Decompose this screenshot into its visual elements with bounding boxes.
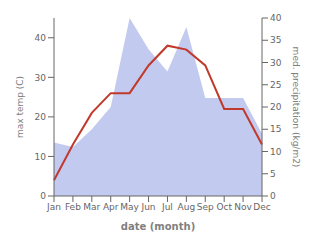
- svg-text:Feb: Feb: [65, 202, 81, 212]
- svg-text:5: 5: [270, 169, 276, 179]
- svg-text:0: 0: [270, 191, 276, 201]
- svg-text:date (month): date (month): [121, 221, 195, 232]
- svg-text:Jan: Jan: [46, 202, 61, 212]
- svg-text:20: 20: [35, 112, 47, 122]
- svg-text:40: 40: [270, 13, 282, 23]
- svg-text:May: May: [120, 202, 139, 212]
- svg-text:25: 25: [270, 80, 281, 90]
- svg-text:max temp (C): max temp (C): [15, 76, 25, 138]
- svg-text:Aug: Aug: [178, 202, 196, 212]
- svg-text:30: 30: [270, 58, 282, 68]
- svg-text:Oct: Oct: [216, 202, 232, 212]
- svg-text:Sep: Sep: [197, 202, 214, 212]
- svg-text:20: 20: [270, 102, 282, 112]
- svg-text:40: 40: [35, 33, 47, 43]
- svg-text:med. precipitation (kg/m2): med. precipitation (kg/m2): [291, 47, 301, 168]
- svg-text:Apr: Apr: [103, 202, 119, 212]
- svg-text:Dec: Dec: [253, 202, 270, 212]
- svg-text:35: 35: [270, 35, 281, 45]
- svg-text:Jun: Jun: [141, 202, 156, 212]
- svg-text:Mar: Mar: [83, 202, 100, 212]
- svg-text:Nov: Nov: [234, 202, 252, 212]
- svg-text:15: 15: [270, 124, 281, 134]
- svg-text:10: 10: [270, 147, 282, 157]
- svg-text:Jul: Jul: [161, 202, 173, 212]
- svg-text:10: 10: [35, 152, 47, 162]
- svg-text:30: 30: [35, 73, 47, 83]
- svg-text:0: 0: [40, 191, 46, 201]
